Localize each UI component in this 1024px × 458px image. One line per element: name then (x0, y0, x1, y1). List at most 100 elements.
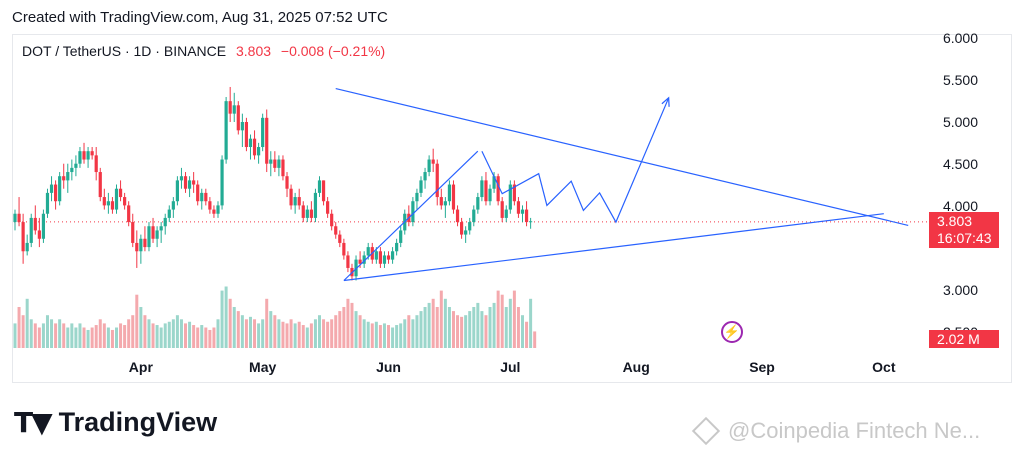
candle-body (451, 184, 456, 210)
candle-body (321, 180, 326, 202)
volume-bar (419, 311, 423, 348)
volume-bar (127, 319, 131, 348)
volume-bar (362, 319, 366, 348)
tradingview-wordmark: TradingView (58, 406, 218, 437)
candle-body (163, 217, 167, 227)
candle-body (183, 176, 188, 189)
bar-countdown: 16:07:43 (937, 230, 992, 246)
volume-bar (403, 319, 407, 348)
volume-bar (54, 323, 58, 348)
candle-body (516, 201, 521, 214)
candle-body (62, 176, 66, 181)
candle-body (334, 226, 338, 235)
candle-body (269, 159, 273, 164)
candle-body (419, 180, 423, 193)
candle-body (512, 184, 516, 202)
volume-bar (330, 319, 334, 348)
volume-bar (167, 321, 171, 348)
volume-bar (468, 311, 472, 348)
x-tick-label: Aug (623, 359, 650, 375)
last-price-badge-value: 3.803 (937, 213, 973, 229)
candle-body (127, 205, 131, 223)
candle-body (25, 242, 29, 252)
candle-body (261, 117, 265, 148)
volume-bar (123, 325, 127, 348)
volume-bar (427, 302, 431, 348)
volume-bar (322, 319, 326, 348)
x-tick-label: Sep (749, 359, 775, 375)
volume-bar (50, 319, 54, 348)
candle-body (131, 222, 135, 243)
volume-bar (204, 327, 208, 348)
candle-body (386, 255, 391, 260)
volume-bar (391, 327, 395, 348)
volume-bar (358, 315, 362, 348)
volume-bar (179, 319, 183, 348)
volume-bar (261, 319, 265, 348)
volume-bar (86, 329, 90, 348)
volume-bar (131, 315, 135, 348)
candle-body (500, 201, 504, 218)
candle-body (102, 197, 106, 206)
candle-body (90, 151, 94, 156)
candle-body (277, 159, 281, 168)
candle-body (504, 209, 508, 218)
candle-body (301, 205, 305, 218)
candle-body (118, 188, 123, 198)
volume-bar (212, 327, 216, 348)
volume-bar (399, 323, 403, 348)
price-change: −0.008 (−0.21%) (280, 43, 386, 59)
flash-icon[interactable]: ⚡ (721, 321, 743, 343)
volume-bar (269, 311, 273, 348)
candle-body (167, 209, 171, 218)
candle-body (358, 259, 362, 264)
tradingview-logo[interactable]: T▼ TradingView (14, 405, 217, 439)
candle-body (74, 163, 78, 168)
volume-bar (431, 298, 435, 348)
volume-bar (447, 307, 451, 348)
symbol-label[interactable]: DOT / TetherUS · 1D · BINANCE (22, 43, 227, 59)
candle-body (228, 101, 232, 114)
candle-body (78, 151, 82, 164)
volume-bar (94, 325, 98, 348)
candle-body (58, 176, 62, 202)
candle-body (464, 230, 468, 235)
volume-bar (82, 327, 86, 348)
candle-body (293, 197, 297, 206)
candle-body (431, 159, 435, 164)
volume-bar (257, 323, 261, 348)
volume-bar (488, 307, 492, 348)
volume-bar (78, 323, 82, 348)
candle-body (135, 242, 139, 252)
volume-bar (464, 315, 468, 348)
attribution-text: Created with TradingView.com, Aug 31, 20… (12, 9, 388, 26)
candle-body (147, 226, 151, 248)
candle-body (94, 155, 98, 173)
candle-body (330, 213, 334, 227)
volume-bar (309, 323, 313, 348)
candle-body (200, 192, 204, 202)
candle-body (362, 255, 366, 264)
candle-body (366, 247, 370, 256)
volume-bar (512, 290, 516, 348)
volume-bar (472, 307, 476, 348)
volume-bar (500, 294, 504, 348)
volume-bar (289, 319, 293, 348)
volume-bar (382, 323, 386, 348)
volume-bar (346, 298, 350, 348)
candle-body (346, 255, 350, 268)
candle-body (204, 192, 208, 202)
volume-bar (285, 323, 289, 348)
volume-bar (387, 325, 391, 348)
candle-body (17, 213, 21, 223)
volume-bar (143, 315, 147, 348)
candle-body (520, 209, 525, 214)
volume-bar (248, 316, 252, 348)
volume-bar (480, 311, 484, 348)
candle-body (285, 176, 289, 189)
volume-bar (281, 321, 285, 348)
volume-bar (265, 298, 269, 348)
volume-bar (423, 307, 427, 348)
volume-bar (224, 286, 228, 348)
